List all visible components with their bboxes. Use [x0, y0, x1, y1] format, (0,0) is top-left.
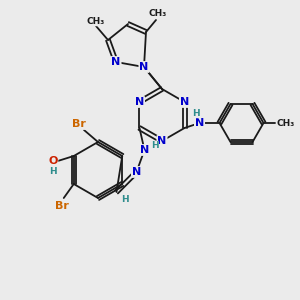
- Text: N: N: [140, 62, 148, 72]
- Text: Br: Br: [72, 119, 86, 129]
- Text: N: N: [195, 118, 204, 128]
- Text: H: H: [49, 167, 57, 176]
- Text: O: O: [48, 156, 57, 166]
- Text: CH₃: CH₃: [276, 118, 295, 127]
- Text: CH₃: CH₃: [87, 16, 105, 26]
- Text: N: N: [180, 97, 189, 107]
- Text: H: H: [151, 142, 158, 151]
- Text: N: N: [111, 57, 121, 67]
- Text: H: H: [121, 196, 128, 205]
- Text: N: N: [140, 145, 149, 155]
- Text: N: N: [132, 167, 141, 177]
- Text: H: H: [192, 109, 199, 118]
- Text: Br: Br: [55, 201, 69, 211]
- Text: N: N: [135, 97, 144, 107]
- Text: CH₃: CH₃: [149, 8, 167, 17]
- Text: N: N: [158, 136, 166, 146]
